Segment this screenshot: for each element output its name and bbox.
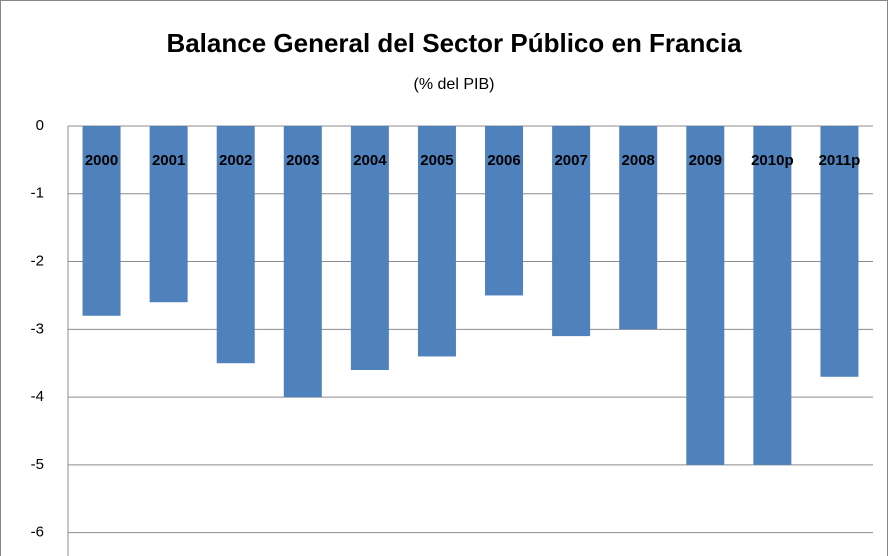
y-tick-label: -6 <box>31 524 44 541</box>
y-tick-label: -3 <box>31 320 44 337</box>
x-tick-label: 2006 <box>487 152 520 169</box>
x-tick-label: 2005 <box>420 152 453 169</box>
bar <box>417 126 456 357</box>
bar <box>820 126 859 377</box>
y-tick-label: -2 <box>31 253 44 270</box>
x-tick-label: 2007 <box>554 152 587 169</box>
bar <box>552 126 591 337</box>
bar <box>753 126 792 465</box>
x-tick-label: 2003 <box>286 152 319 169</box>
x-tick-label: 2001 <box>152 152 185 169</box>
bar <box>350 126 389 370</box>
chart-subtitle: (% del PIB) <box>414 76 495 93</box>
bar <box>485 126 524 296</box>
bar <box>283 126 322 398</box>
x-tick-label: 2000 <box>85 152 118 169</box>
x-tick-label: 2004 <box>353 152 387 169</box>
bar <box>686 126 725 465</box>
x-tick-label: 2009 <box>689 152 722 169</box>
bar <box>619 126 658 330</box>
y-tick-label: -1 <box>31 185 44 202</box>
y-tick-label: -5 <box>31 456 44 473</box>
x-tick-label: 2011p <box>819 152 861 169</box>
chart-title: Balance General del Sector Público en Fr… <box>166 28 742 58</box>
bar <box>82 126 121 316</box>
x-tick-label: 2002 <box>219 152 252 169</box>
x-tick-label: 2008 <box>622 152 655 169</box>
bar <box>149 126 188 303</box>
y-tick-label: 0 <box>36 117 44 134</box>
x-tick-label: 2010p <box>751 152 794 169</box>
bar <box>216 126 255 364</box>
y-tick-label: -4 <box>31 388 44 405</box>
